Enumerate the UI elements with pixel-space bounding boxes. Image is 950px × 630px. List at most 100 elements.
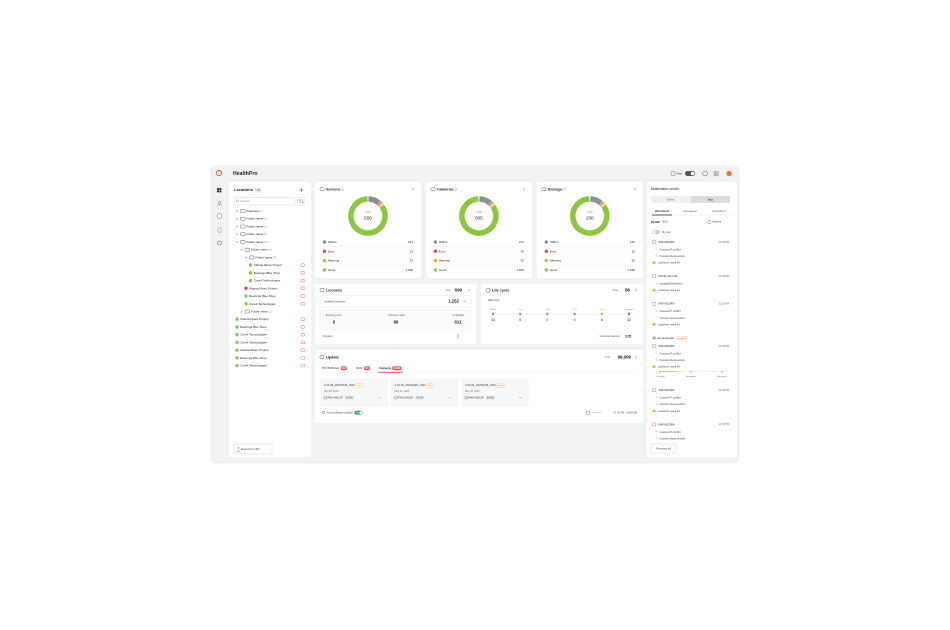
status-count: 213 — [630, 240, 635, 244]
donut-caption: Total — [587, 210, 593, 214]
remove-all-button[interactable] — [650, 443, 677, 454]
stage-value: 0 — [574, 318, 576, 322]
chevron-right[interactable] — [236, 217, 238, 221]
tree-site[interactable]: Bearings Bike Shop — [249, 294, 276, 298]
tree-site[interactable]: Core4 Technologies — [249, 302, 276, 306]
chevron-right[interactable] — [635, 355, 637, 359]
tree-site[interactable]: Bearings Bike Shop — [254, 271, 281, 275]
tree-folder[interactable]: Folder name — [247, 240, 264, 244]
card-icon — [430, 187, 436, 192]
chevron-right[interactable] — [236, 232, 238, 236]
status-dot — [244, 286, 248, 290]
chevron-right[interactable] — [634, 188, 636, 191]
chevron-right[interactable] — [240, 310, 243, 313]
firmware-card[interactable] — [320, 378, 388, 407]
toggle-state: ON — [356, 412, 360, 414]
more-dot — [519, 397, 521, 399]
chevron-down[interactable] — [240, 248, 243, 251]
chevron-down[interactable] — [463, 300, 466, 303]
event-type: Camera IP conflict — [660, 396, 681, 400]
info-icon — [453, 187, 457, 192]
firmware-card[interactable] — [461, 378, 529, 407]
search-box[interactable] — [233, 197, 296, 206]
nav-device[interactable] — [217, 227, 222, 233]
help-icon[interactable] — [702, 170, 708, 177]
segment-active[interactable] — [690, 196, 731, 203]
nav-settings[interactable] — [217, 240, 222, 246]
device-icon — [464, 396, 468, 400]
device-name[interactable]: XNF-9013RV — [658, 388, 675, 392]
event-type: Camera disconnected — [660, 402, 686, 406]
device-name[interactable]: XNF-9013RV — [658, 302, 675, 306]
branch-icon — [655, 430, 658, 433]
map-icon — [670, 171, 676, 176]
tree-folder[interactable]: Folder name — [247, 217, 264, 221]
tree-site[interactable]: Atlanta Music Project — [254, 263, 282, 267]
stage-dot — [491, 312, 495, 316]
export-label[interactable]: Export to CSV — [241, 447, 259, 451]
tree-site[interactable]: Atlanta Music Project — [240, 348, 268, 352]
status-dot — [235, 348, 239, 352]
tab[interactable]: NVR — [356, 366, 363, 370]
nav-report[interactable] — [217, 213, 222, 219]
export-button[interactable] — [233, 443, 273, 455]
badge-bg — [363, 366, 371, 371]
chevron-right[interactable] — [635, 288, 637, 292]
device-name[interactable]: XNF-9013RV — [658, 344, 675, 348]
status-icon — [544, 258, 548, 263]
mode-tab[interactable]: Event — [667, 197, 674, 201]
status-tab[interactable]: Resolved — [713, 209, 726, 213]
tree-folder[interactable]: Favorites — [247, 209, 260, 213]
folder-icon — [244, 247, 250, 252]
branch-icon — [655, 309, 658, 312]
tree-site[interactable]: Bearings Bike Shop — [240, 325, 267, 329]
more-dot — [521, 397, 522, 399]
branch-icon — [655, 247, 658, 250]
tree-site[interactable]: Core4 Technologies — [240, 364, 267, 368]
status-dot — [235, 340, 239, 345]
chevron-right[interactable] — [236, 209, 238, 213]
device-name[interactable]: XNF-9013RV — [658, 422, 675, 426]
mode-tab[interactable]: Task — [707, 197, 713, 201]
device-name[interactable]: XNF-9013RV — [658, 240, 675, 244]
chevron-down[interactable] — [235, 241, 239, 243]
tree-folder[interactable]: Folder name — [247, 232, 264, 236]
donut-segment — [459, 196, 499, 236]
tree-site[interactable]: Atlanta Music Project — [249, 286, 277, 290]
tree-site[interactable]: Bearings Bike Shop — [240, 356, 267, 360]
branch-icon — [655, 254, 658, 257]
remove-all-label[interactable]: Remove all — [657, 446, 671, 450]
tree-folder[interactable]: Folder name — [251, 248, 268, 252]
folder-icon — [249, 255, 255, 260]
tree-site[interactable]: Atlanta Music Project — [240, 317, 268, 321]
tree-folder[interactable]: Folder name — [247, 224, 264, 228]
chevron-right[interactable] — [523, 188, 525, 191]
chevron-down[interactable] — [244, 256, 248, 259]
firmware-card[interactable] — [391, 378, 458, 407]
branch-icon — [655, 281, 658, 284]
status-tab[interactable]: Accepted — [684, 209, 697, 213]
unknown-label: Unknown devices — [600, 334, 621, 338]
tab[interactable]: HP-BRIDGE — [322, 366, 339, 370]
location: Locations name #1 — [658, 409, 680, 413]
user-avatar[interactable] — [726, 170, 732, 177]
tree-folder[interactable]: Folder name — [256, 255, 273, 259]
stat-value: 611 — [454, 320, 462, 325]
chevron-right[interactable] — [412, 188, 414, 191]
tree-site[interactable]: Core4 Technologies — [254, 279, 281, 283]
tree-site[interactable]: Core4 Technologies — [240, 333, 267, 337]
status-tab[interactable]: Occurred — [655, 209, 669, 213]
tab[interactable]: Camera — [379, 366, 391, 370]
assignee-avatar — [652, 336, 656, 340]
actions-button[interactable]: Actions — [712, 220, 722, 224]
alert-icon — [300, 302, 305, 306]
device-name[interactable]: XNVR name #1 — [658, 274, 678, 278]
chevron-right[interactable] — [236, 225, 238, 228]
add-icon[interactable] — [299, 187, 304, 193]
tree-site[interactable]: Core4 Technologies — [240, 340, 267, 344]
chevron-right[interactable] — [468, 288, 470, 292]
sort-button[interactable] — [297, 197, 306, 206]
status-icon — [322, 249, 327, 253]
tree-folder[interactable]: Folder name — [251, 309, 268, 313]
